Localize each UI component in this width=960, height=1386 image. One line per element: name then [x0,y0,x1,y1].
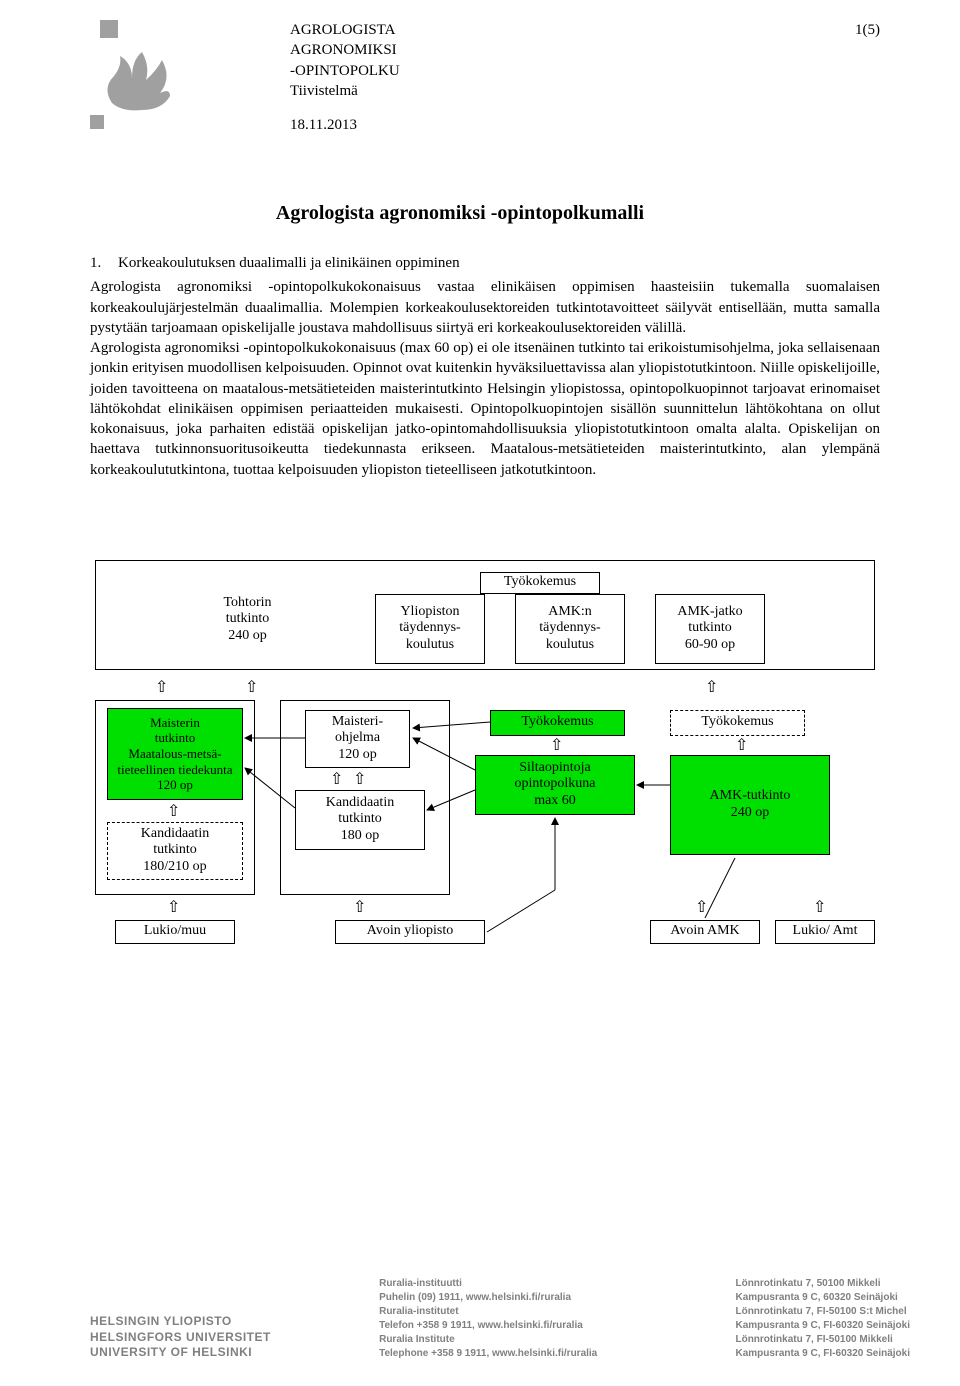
uarrow-icon [155,680,168,696]
box-amkn: AMK:n täydennys- koulutus [515,594,625,664]
footer-mid-1: Puhelin (09) 1911, www.helsinki.fi/rural… [379,1291,597,1305]
uarrow-icon [245,680,258,696]
hdr-title1: AGROLOGISTA [290,20,400,40]
uarrow-icon [167,900,180,916]
box-avoin-amk: Avoin AMK [650,920,760,944]
uarrow-icon [695,900,708,916]
footer-right-1: Kampusranta 9 C, 60320 Seinäjoki [735,1291,910,1305]
hdr-title2: AGRONOMIKSI [290,40,400,60]
section-num: 1. [90,253,118,273]
footer-mid-0: Ruralia-instituutti [379,1277,597,1291]
hdr-title4: Tiivistelmä [290,81,400,101]
footer-mid-3: Telefon +358 9 1911, www.helsinki.fi/rur… [379,1319,597,1333]
footer-uni-fi: HELSINGIN YLIOPISTO [90,1314,271,1330]
uarrow-icon [330,772,343,788]
flame-icon [102,48,172,116]
box-amkjatko: AMK-jatko tutkinto 60-90 op [655,594,765,664]
footer-right-3: Kampusranta 9 C, FI-60320 Seinäjoki [735,1319,910,1333]
page-title: Agrologista agronomiksi -opintopolkumall… [40,200,880,227]
uarrow-icon [735,738,748,754]
uarrow-icon [550,738,563,754]
box-tyokokemus-mid: Työkokemus [490,710,625,736]
footer-right-5: Kampusranta 9 C, FI-60320 Seinäjoki [735,1347,910,1361]
box-kandi-dashed: Kandidaatin tutkinto 180/210 op [107,822,243,880]
box-siltaopintoja: Siltaopintoja opintopolkuna max 60 [475,755,635,815]
box-maisteriohjelma: Maisteri- ohjelma 120 op [305,710,410,768]
box-lukio-muu: Lukio/muu [115,920,235,944]
footer-uni-sv: HELSINGFORS UNIVERSITET [90,1330,271,1346]
box-lukio-amt: Lukio/ Amt [775,920,875,944]
box-amktutkinto: AMK-tutkinto 240 op [670,755,830,855]
box-yliopiston: Yliopiston täydennys- koulutus [375,594,485,664]
footer-mid-4: Ruralia Institute [379,1333,597,1347]
hdr-date: 18.11.2013 [290,115,400,135]
section-heading: Korkeakoulutuksen duaalimalli ja elinikä… [118,253,460,273]
box-tyokokemus-top: Työkokemus [480,572,600,594]
uarrow-icon [353,772,366,788]
uarrow-icon [353,900,366,916]
body-p1: Agrologista agronomiksi -opintopolkukoko… [90,279,880,336]
hdr-title3: -OPINTOPOLKU [290,61,400,81]
box-tyokokemus-right: Työkokemus [670,710,805,736]
box-tohtorin: Tohtorin tutkinto 240 op [200,590,295,650]
footer-right-0: Lönnrotinkatu 7, 50100 Mikkeli [735,1277,910,1291]
footer-right-4: Lönnrotinkatu 7, FI-50100 Mikkeli [735,1333,910,1347]
header: AGROLOGISTA AGRONOMIKSI -OPINTOPOLKU Tii… [90,20,880,140]
box-kandidaatin: Kandidaatin tutkinto 180 op [295,790,425,850]
uarrow-icon [705,680,718,696]
uarrow-icon [167,804,180,820]
footer-uni-en: UNIVERSITY OF HELSINKI [90,1345,271,1361]
body-p2: Agrologista agronomiksi -opintopolkukoko… [90,340,880,478]
box-avoin-yliopisto: Avoin yliopisto [335,920,485,944]
footer: HELSINGIN YLIOPISTO HELSINGFORS UNIVERSI… [90,1277,910,1361]
footer-mid-5: Telephone +358 9 1911, www.helsinki.fi/r… [379,1347,597,1361]
footer-mid-2: Ruralia-institutet [379,1305,597,1319]
uarrow-icon [813,900,826,916]
page-number: 1(5) [855,20,880,135]
pathway-diagram: Tohtorin tutkinto 240 op Työkokemus Ylio… [95,560,875,950]
footer-right-2: Lönnrotinkatu 7, FI-50100 S:t Michel [735,1305,910,1319]
box-maisterin-green: Maisterin tutkinto Maatalous-metsä- tiet… [107,708,243,800]
uni-logo [90,20,180,140]
